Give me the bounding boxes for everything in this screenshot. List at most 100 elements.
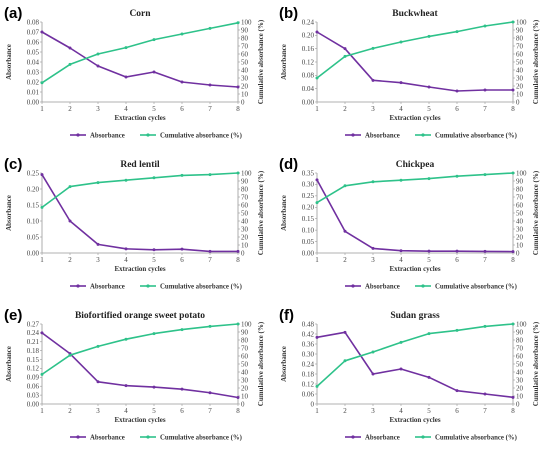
legend-label: Cumulative absorbance (%)	[160, 434, 242, 441]
cumulative-point	[511, 20, 515, 24]
left-tick-label: 0.02	[27, 78, 40, 86]
left-tick-label: 0.05	[302, 238, 315, 246]
left-tick-label: 0.24	[302, 18, 315, 26]
right-tick-label: 50	[516, 58, 524, 66]
x-tick-label: 8	[236, 407, 240, 415]
absorbance-point	[371, 246, 375, 250]
left-tick-label: 0.24	[27, 329, 40, 337]
chart-title: Chickpea	[396, 160, 435, 170]
left-tick-label: 0.27	[27, 320, 40, 328]
right-tick-label: 60	[516, 50, 524, 58]
legend-swatch-marker	[146, 435, 150, 439]
cumulative-point	[236, 21, 240, 25]
cumulative-point	[315, 384, 319, 388]
x-tick-label: 3	[371, 105, 375, 113]
chart-title: Corn	[129, 9, 151, 19]
absorbance-point	[315, 335, 319, 339]
legend-label: Cumulative absorbance (%)	[435, 283, 517, 290]
absorbance-point	[483, 392, 487, 396]
left-tick-label: 0.03	[27, 68, 40, 76]
absorbance-point	[511, 250, 515, 254]
left-axis-label: Absorbance	[5, 44, 13, 80]
right-tick-label: 40	[516, 217, 524, 225]
absorbance-point	[68, 219, 72, 223]
cumulative-point	[371, 46, 375, 50]
x-tick-label: 8	[511, 105, 515, 113]
right-tick-label: 70	[241, 344, 249, 352]
absorbance-point	[427, 85, 431, 89]
right-tick-label: 30	[516, 225, 524, 233]
cumulative-point	[343, 359, 347, 363]
absorbance-point	[343, 330, 347, 334]
absorbance-point	[371, 372, 375, 376]
cumulative-point	[343, 184, 347, 188]
cumulative-point	[236, 171, 240, 175]
cumulative-point	[68, 353, 72, 357]
x-tick-label: 6	[180, 407, 184, 415]
absorbance-point	[96, 380, 100, 384]
x-tick-label: 1	[40, 256, 44, 264]
legend-label: Cumulative absorbance (%)	[435, 132, 517, 139]
right-tick-label: 20	[516, 82, 524, 90]
x-tick-label: 7	[483, 105, 487, 113]
x-tick-label: 2	[68, 256, 72, 264]
legend-swatch-marker	[76, 133, 80, 137]
x-axis-label: Extraction cycles	[389, 265, 440, 273]
panel-label: (b)	[279, 5, 298, 22]
left-tick-label: 0.35	[302, 169, 315, 177]
absorbance-point	[511, 395, 515, 399]
right-tick-label: 80	[516, 336, 524, 344]
legend-label: Absorbance	[365, 132, 400, 139]
right-tick-label: 10	[241, 241, 249, 249]
chart-title: Biofortified orange sweet potato	[75, 311, 205, 321]
cumulative-point	[455, 174, 459, 178]
legend-label: Absorbance	[365, 283, 400, 290]
panel-label: (a)	[4, 5, 22, 22]
cumulative-point	[511, 171, 515, 175]
right-axis-label: Cumulative absorbance (%)	[257, 19, 265, 104]
cumulative-point	[40, 81, 44, 85]
cumulative-line	[316, 21, 514, 79]
legend-swatch-marker	[76, 435, 80, 439]
absorbance-point	[511, 88, 515, 92]
absorbance-point	[152, 70, 156, 74]
x-tick-label: 7	[208, 256, 212, 264]
absorbance-line	[316, 179, 514, 253]
cumulative-line	[316, 172, 514, 204]
x-tick-label: 1	[40, 407, 44, 415]
cumulative-point	[427, 177, 431, 181]
absorbance-point	[40, 173, 44, 177]
x-tick-label: 8	[511, 256, 515, 264]
right-tick-label: 80	[241, 185, 249, 193]
absorbance-point	[236, 249, 240, 253]
right-tick-label: 30	[241, 74, 249, 82]
absorbance-point	[40, 30, 44, 34]
x-tick-label: 7	[483, 256, 487, 264]
right-tick-label: 40	[241, 217, 249, 225]
cumulative-line	[41, 323, 239, 376]
chart-svg: (d) Chickpea 0.00 0.05 0.10 0.15 0.20 0.25 0.30 0…	[279, 156, 540, 290]
left-tick-label: 0.20	[302, 32, 315, 40]
cumulative-point	[399, 178, 403, 182]
x-tick-label: 3	[96, 105, 100, 113]
absorbance-point	[483, 249, 487, 253]
x-axis-label: Extraction cycles	[389, 114, 440, 122]
right-tick-label: 100	[241, 18, 252, 26]
left-tick-label: 0.12	[27, 365, 40, 373]
x-tick-label: 8	[236, 105, 240, 113]
legend-swatch-marker	[421, 284, 425, 288]
chart-title: Sudan grass	[390, 311, 440, 321]
x-tick-label: 7	[208, 105, 212, 113]
right-tick-label: 30	[241, 225, 249, 233]
absorbance-point	[152, 385, 156, 389]
cumulative-point	[180, 328, 184, 332]
right-tick-label: 30	[516, 74, 524, 82]
x-tick-label: 2	[343, 105, 347, 113]
x-tick-label: 1	[315, 105, 319, 113]
legend-label: Absorbance	[90, 434, 125, 441]
x-tick-label: 4	[399, 407, 403, 415]
right-axis-label: Cumulative absorbance (%)	[257, 170, 265, 255]
x-tick-label: 8	[236, 256, 240, 264]
x-tick-label: 7	[483, 407, 487, 415]
absorbance-point	[208, 83, 212, 87]
